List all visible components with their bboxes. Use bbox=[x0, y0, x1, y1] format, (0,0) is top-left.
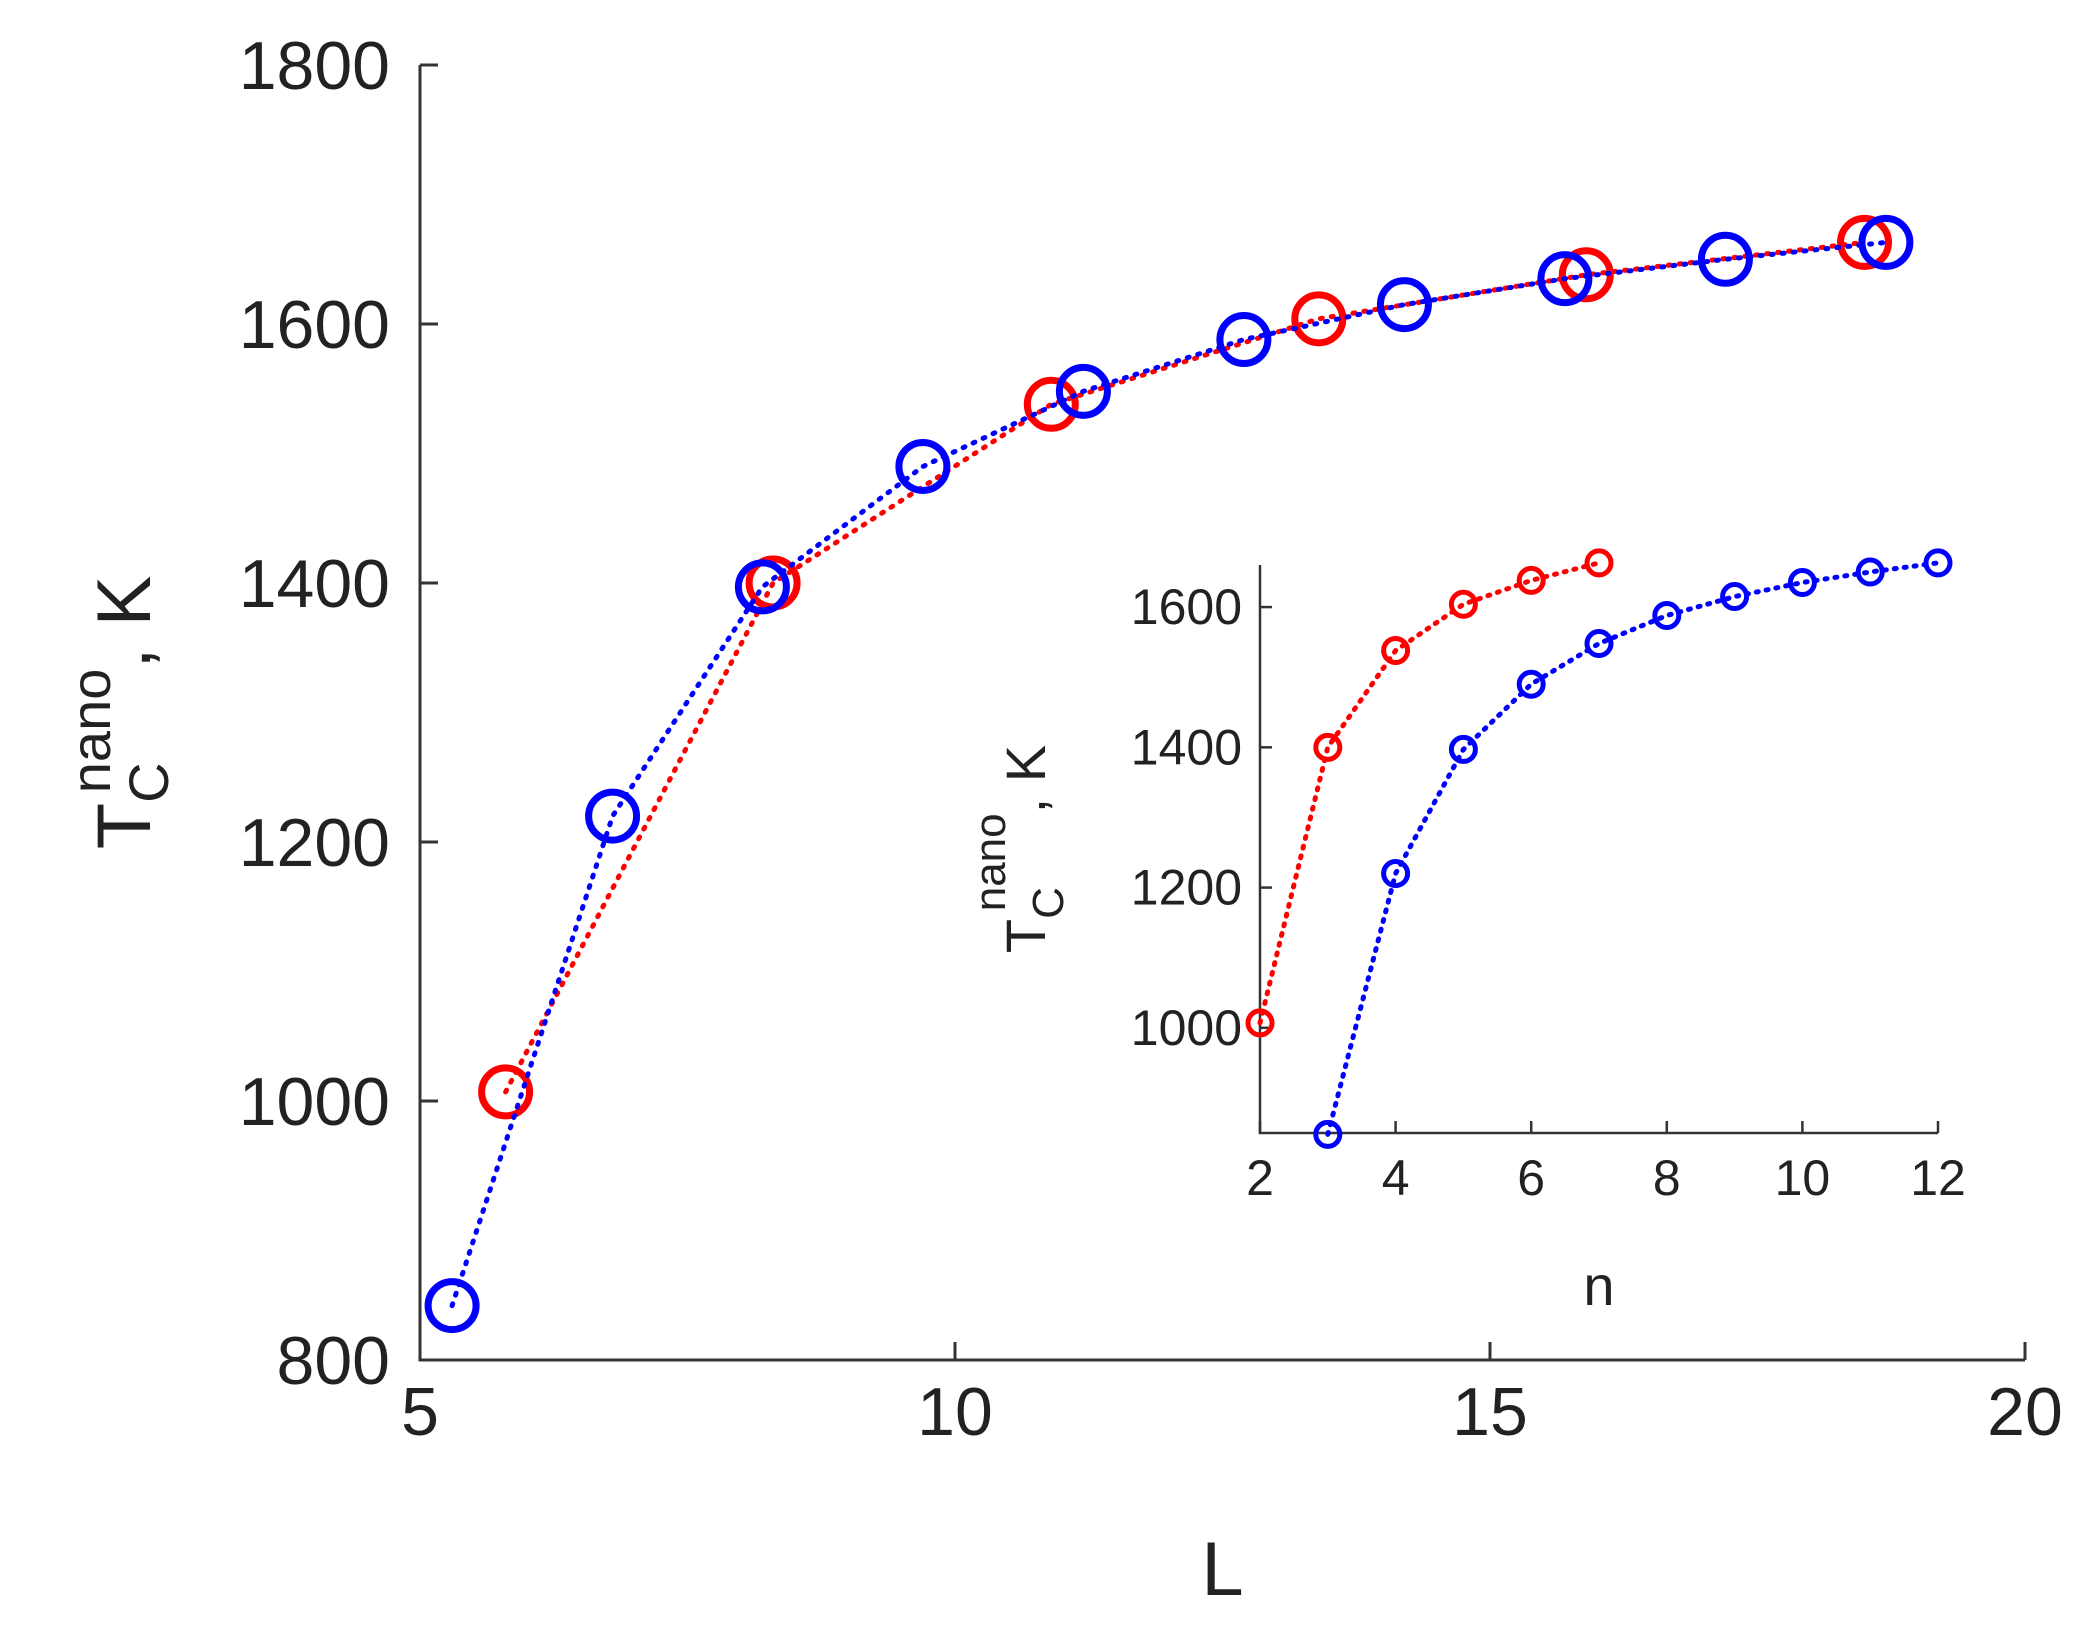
inset-data-point bbox=[1855, 557, 1885, 587]
main-y-tick-label: 800 bbox=[277, 1323, 390, 1399]
main-data-point bbox=[1291, 291, 1347, 347]
inset-y-tick-label: 1600 bbox=[1131, 579, 1242, 635]
main-data-point bbox=[895, 438, 951, 494]
inset-y-tick-label: 1400 bbox=[1131, 719, 1242, 775]
main-x-tick-label: 5 bbox=[401, 1374, 439, 1450]
inset-x-tick-label: 10 bbox=[1775, 1150, 1831, 1206]
main-series-blue bbox=[424, 214, 1914, 1334]
main-data-point bbox=[1023, 376, 1079, 432]
main-data-point bbox=[1537, 251, 1593, 307]
inset-y-tick-label: 1000 bbox=[1131, 1000, 1242, 1056]
main-data-point bbox=[734, 559, 790, 615]
inset-x-tick-label: 6 bbox=[1517, 1150, 1545, 1206]
inset-data-point bbox=[1381, 859, 1411, 889]
inset-data-point bbox=[1584, 629, 1614, 659]
main-y-label-suffix: , K bbox=[82, 576, 167, 669]
main-x-tick-label: 20 bbox=[1987, 1374, 2063, 1450]
main-y-tick-label: 1200 bbox=[239, 805, 390, 881]
inset-data-point bbox=[1584, 548, 1614, 578]
inset-data-point bbox=[1516, 669, 1546, 699]
main-series-red bbox=[478, 214, 1892, 1120]
inset-y-label-suffix: , K bbox=[994, 745, 1057, 813]
main-y-axis-label: TCnano, K bbox=[59, 576, 180, 850]
inset-data-point bbox=[1448, 589, 1478, 619]
main-y-tick-label: 1000 bbox=[239, 1064, 390, 1140]
inset-x-axis-label: n bbox=[1583, 1254, 1614, 1317]
main-y-tick-label: 1600 bbox=[239, 287, 390, 363]
inset-y-tick-label: 1200 bbox=[1131, 860, 1242, 916]
main-data-point bbox=[1858, 214, 1914, 270]
main-data-point bbox=[478, 1064, 534, 1120]
inset-x-tick-label: 12 bbox=[1910, 1150, 1966, 1206]
inset-data-point bbox=[1381, 636, 1411, 666]
main-series-line bbox=[503, 239, 1867, 1095]
inset-x-tick-label: 2 bbox=[1246, 1150, 1274, 1206]
inset-x-tick-label: 8 bbox=[1653, 1150, 1681, 1206]
main-data-point bbox=[1697, 231, 1753, 287]
inset-series-line bbox=[1325, 560, 1941, 1137]
inset-data-point bbox=[1516, 565, 1546, 595]
inset-data-point bbox=[1313, 732, 1343, 762]
main-y-label-sup: nano bbox=[59, 669, 122, 794]
inset-data-point bbox=[1313, 1119, 1343, 1149]
inset-y-axis-label: TCnano, K bbox=[966, 745, 1073, 953]
inset-series-red bbox=[1245, 548, 1614, 1038]
main-data-point bbox=[1376, 277, 1432, 333]
main-x-tick-label: 10 bbox=[917, 1374, 993, 1450]
main-data-point bbox=[1216, 312, 1272, 368]
main-x-axis-label: L bbox=[1201, 1527, 1243, 1612]
inset-y-label-base: T bbox=[994, 919, 1057, 953]
main-data-point bbox=[1837, 214, 1892, 270]
inset-chart-panel: 2 4 6 8 10 12 1000 1200 1400 1600 n TCnano, K bbox=[966, 548, 1966, 1317]
inset-axes bbox=[1258, 565, 1938, 1135]
inset-data-point bbox=[1787, 568, 1817, 598]
inset-y-label-sup: nano bbox=[966, 813, 1015, 911]
inset-data-point bbox=[1923, 548, 1953, 578]
main-y-label-base: T bbox=[82, 803, 167, 849]
inset-data-point bbox=[1245, 1008, 1275, 1038]
inset-series-line bbox=[1257, 560, 1602, 1026]
main-series-line bbox=[449, 239, 1889, 1309]
main-data-point bbox=[585, 788, 641, 844]
main-y-tick-label: 1400 bbox=[239, 546, 390, 622]
inset-data-point bbox=[1652, 600, 1682, 630]
main-x-tick-label: 15 bbox=[1452, 1374, 1528, 1450]
main-data-point bbox=[1055, 363, 1111, 419]
inset-x-tick-label: 4 bbox=[1382, 1150, 1410, 1206]
inset-data-point bbox=[1448, 734, 1478, 764]
main-y-label-sub: C bbox=[117, 762, 180, 802]
main-y-tick-label: 1800 bbox=[239, 28, 390, 104]
main-data-point bbox=[424, 1278, 480, 1334]
inset-y-label-sub: C bbox=[1024, 887, 1073, 919]
inset-data-point bbox=[1720, 582, 1750, 612]
inset-series-blue bbox=[1313, 548, 1953, 1149]
